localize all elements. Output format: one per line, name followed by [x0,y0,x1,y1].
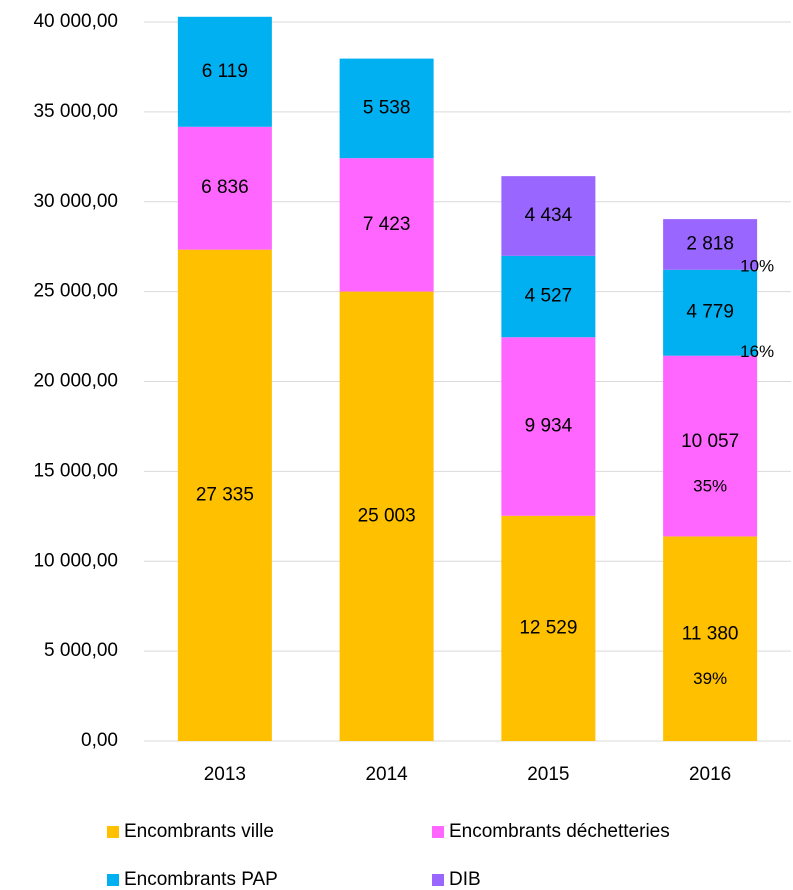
bar-segment [177,16,272,127]
y-tick-label: 15 000,00 [33,460,118,481]
value-label: 6 119 [202,61,248,82]
value-label: 27 335 [196,484,254,505]
y-tick-label: 25 000,00 [33,281,118,302]
bar-segment [663,269,758,356]
value-label: 6 836 [201,177,249,198]
bar-segment [339,58,434,159]
bar-segment [339,291,434,741]
y-tick-label: 35 000,00 [33,101,118,122]
x-tick-label: 2013 [204,764,246,785]
value-label: 12 529 [519,617,577,638]
legend-swatch [432,826,444,838]
x-tick-label: 2015 [527,764,569,785]
bar-segment [663,219,758,270]
legend-swatch [432,874,444,886]
value-label: 9 934 [525,416,573,437]
annotation: 10% [740,256,774,275]
legend-label: Encombrants PAP [124,869,278,890]
bar-segment [663,355,758,537]
x-tick-label: 2014 [365,764,408,785]
legend-label: Encombrants ville [124,821,274,842]
value-label: 4 527 [525,286,573,307]
value-label: 25 003 [358,505,416,526]
y-tick-label: 5 000,00 [44,640,118,661]
value-label: 4 779 [686,302,734,323]
bar-segment [501,176,596,256]
legend-swatch [107,874,119,886]
annotation: 16% [740,342,774,361]
y-tick-label: 10 000,00 [33,550,118,571]
x-tick-label: 2016 [689,764,731,785]
value-label: 10 057 [681,431,739,452]
annotation: 35% [693,477,727,496]
y-tick-label: 40 000,00 [33,11,118,32]
legend-label: DIB [449,869,481,890]
legend-swatch [107,826,119,838]
value-label: 5 538 [363,97,411,118]
y-tick-label: 20 000,00 [33,371,118,392]
bar-segment [339,158,434,292]
value-label: 2 818 [686,233,734,254]
legend-label: Encombrants déchetteries [449,821,670,842]
value-label: 4 434 [525,205,573,226]
y-tick-label: 0,00 [81,730,118,751]
value-label: 7 423 [363,214,411,235]
bar-segment [501,515,596,741]
annotation: 39% [693,669,727,688]
bar-segment [501,337,596,516]
bar-segment [177,126,272,250]
y-tick-label: 30 000,00 [33,191,118,212]
bar-segment [663,536,758,741]
value-label: 11 380 [682,624,739,645]
bar-segment [501,255,596,338]
bar-segment [177,249,272,741]
